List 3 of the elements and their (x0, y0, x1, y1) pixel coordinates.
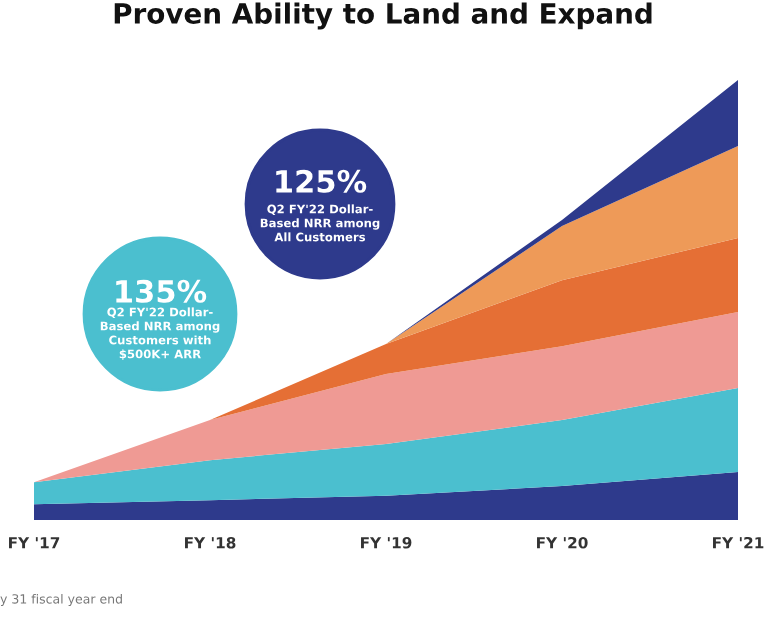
annotation: 135% (116, 279, 207, 303)
chart-title: Proven Ability to Land and Expand (114, 2, 652, 30)
annotation: 125% (276, 169, 367, 193)
